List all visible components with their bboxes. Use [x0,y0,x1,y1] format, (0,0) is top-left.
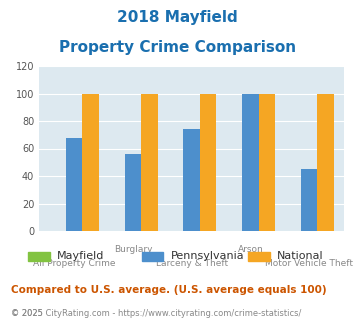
Text: © 2025: © 2025 [11,309,43,317]
Text: All Property Crime: All Property Crime [33,259,115,268]
Bar [200,93,216,231]
Bar [66,138,82,231]
Text: Larceny & Theft: Larceny & Theft [155,259,228,268]
Text: Mayfield: Mayfield [57,251,104,261]
Bar [317,93,334,231]
Bar [125,154,141,231]
Bar [301,169,317,231]
Text: Pennsylvania: Pennsylvania [170,251,244,261]
Text: Burglary: Burglary [114,245,152,254]
Bar [242,93,259,231]
Text: Property Crime Comparison: Property Crime Comparison [59,40,296,54]
Bar [141,93,158,231]
Text: Compared to U.S. average. (U.S. average equals 100): Compared to U.S. average. (U.S. average … [11,285,326,295]
Bar [184,129,200,231]
Bar [82,93,99,231]
Text: © 2025 CityRating.com - https://www.cityrating.com/crime-statistics/: © 2025 CityRating.com - https://www.city… [11,309,301,317]
Bar [259,93,275,231]
Text: National: National [277,251,323,261]
Text: Arson: Arson [237,245,263,254]
Text: Motor Vehicle Theft: Motor Vehicle Theft [265,259,353,268]
Text: 2018 Mayfield: 2018 Mayfield [117,10,238,25]
